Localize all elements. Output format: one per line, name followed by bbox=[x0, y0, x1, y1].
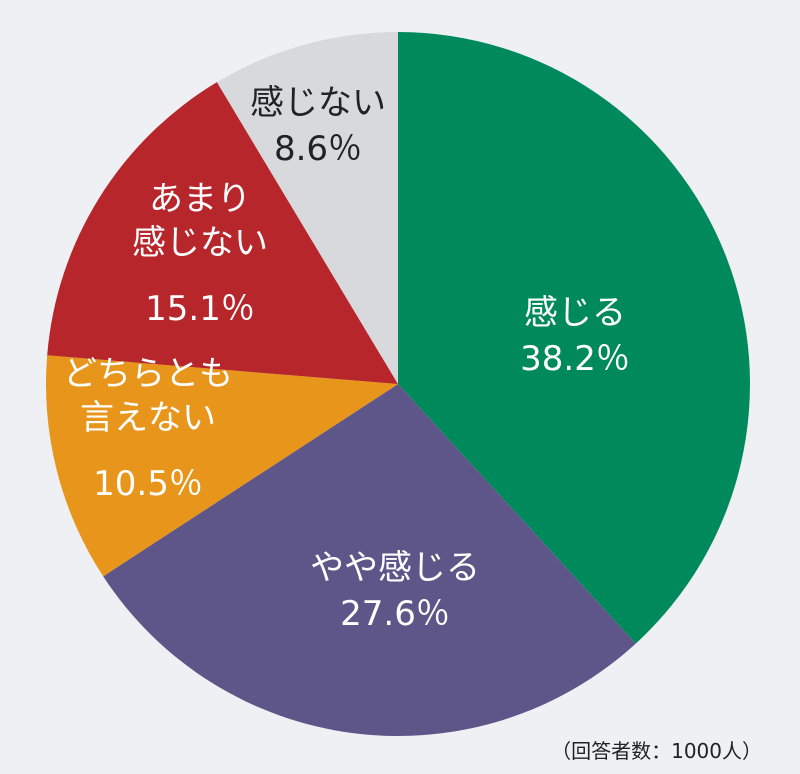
pie-slice bbox=[216, 32, 398, 384]
value-label: 38.2％ bbox=[520, 338, 630, 379]
slice-label: あまり 感じない bbox=[132, 178, 268, 263]
pie-slice bbox=[47, 82, 399, 384]
slice-label: 感じない bbox=[250, 82, 386, 123]
value-label: 10.5％ bbox=[93, 463, 203, 504]
slice-label: やや感じる bbox=[310, 547, 480, 588]
slice-label: どちらとも 言えない bbox=[63, 353, 233, 438]
value-label: 8.6％ bbox=[273, 128, 363, 169]
value-label: 15.1％ bbox=[145, 288, 255, 329]
pie-slice bbox=[46, 355, 398, 577]
pie-slice bbox=[398, 32, 751, 644]
value-label: 27.6％ bbox=[340, 593, 450, 634]
annotation: （回答者数：1000人） bbox=[551, 739, 762, 763]
pie-slice bbox=[103, 384, 636, 737]
slice-label: 感じる bbox=[524, 292, 626, 333]
